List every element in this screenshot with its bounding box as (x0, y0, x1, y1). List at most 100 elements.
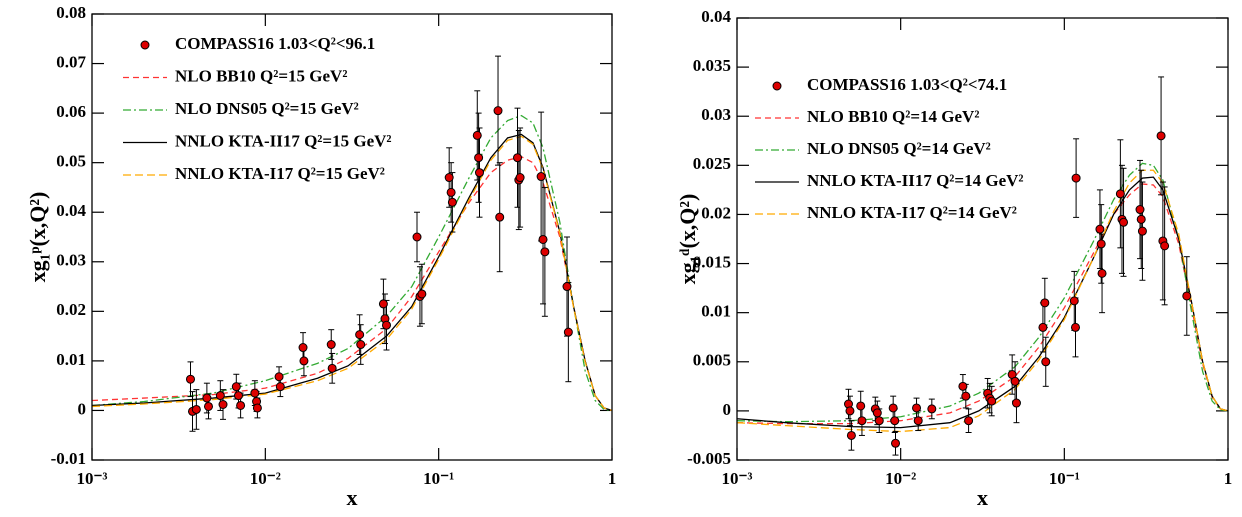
data-point (846, 430, 856, 440)
y-tick-label: 0.03 (701, 105, 731, 124)
data-point (1136, 214, 1146, 224)
x-tick-label: 10⁻¹ (423, 469, 454, 488)
data-point (355, 330, 365, 340)
x-tick-label: 10⁻² (885, 469, 916, 488)
x-tick-label: 10⁻³ (721, 469, 752, 488)
data-point (495, 212, 505, 222)
data-point (250, 388, 260, 398)
panel: -0.005 0 0.005 0.01 0.015 0.02 0.025 0.03 0.035 0… (675, 7, 1232, 510)
data-point (1137, 226, 1147, 236)
data-point (1038, 322, 1048, 332)
data-point (474, 153, 484, 163)
data-point (493, 106, 503, 116)
x-tick-label: 1 (608, 469, 617, 488)
data-point (1041, 357, 1051, 367)
data-point (203, 401, 213, 411)
plot-area (92, 55, 612, 432)
y-tick-label: -0.005 (687, 449, 731, 468)
data-point (1040, 298, 1050, 308)
y-tick-label: 0 (723, 400, 732, 419)
y-tick-label: 0.01 (701, 302, 731, 321)
data-point (1119, 217, 1129, 227)
x-tick-label: 10⁻¹ (1049, 469, 1080, 488)
curve (92, 114, 612, 412)
data-point (218, 399, 228, 409)
data-point (215, 391, 225, 401)
data-point (857, 416, 867, 426)
x-axis-label: x (977, 485, 988, 510)
data-point (446, 187, 456, 197)
data-point (356, 340, 366, 350)
data-point (540, 247, 550, 257)
legend-label: NNLO KTA-II17 Q²=15 GeV² (175, 131, 391, 150)
legend-label: NNLO KTA-II17 Q²=14 GeV² (807, 171, 1023, 190)
data-point (845, 406, 855, 416)
data-point (298, 343, 308, 353)
legend-label: NLO BB10 Q²=14 GeV² (807, 107, 979, 126)
y-axis-label: xg₁ᵈ(x,Q²) (675, 194, 700, 285)
data-point (381, 320, 391, 330)
data-point (562, 282, 572, 292)
plot-frame (736, 17, 1229, 461)
data-point (1095, 224, 1105, 234)
plot-frame (91, 13, 613, 461)
plot-area (737, 76, 1228, 456)
data-point (447, 197, 457, 207)
data-point (1115, 189, 1125, 199)
y-tick-label: 0.08 (56, 3, 86, 22)
legend-label: NLO BB10 Q²=15 GeV² (175, 66, 347, 85)
data-point (1011, 398, 1021, 408)
y-tick-label: 0.03 (56, 251, 86, 270)
y-tick-label: 0.005 (693, 351, 731, 370)
data-point (252, 403, 262, 413)
y-tick-label: 0.015 (693, 252, 731, 271)
data-point (327, 363, 337, 373)
legend-marker (140, 40, 150, 50)
data-point (563, 327, 573, 337)
data-point (233, 391, 243, 401)
legend-label: NNLO KTA-I17 Q²=14 GeV² (807, 203, 1017, 222)
data-point (1160, 241, 1170, 251)
data-point (888, 403, 898, 413)
data-point (538, 234, 548, 244)
x-tick-label: 1 (1224, 469, 1233, 488)
data-point (299, 356, 309, 366)
data-point (987, 396, 997, 406)
data-point (1156, 131, 1166, 141)
y-tick-label: 0.025 (693, 154, 731, 173)
data-point (185, 374, 195, 384)
data-point (890, 416, 900, 426)
legend-label: NLO DNS05 Q²=15 GeV² (175, 99, 359, 118)
data-point (964, 416, 974, 426)
legend: COMPASS16 1.03<Q²<74.1 NLO BB10 Q²=14 GeV… (755, 75, 1023, 222)
legend-label: COMPASS16 1.03<Q²<96.1 (175, 34, 375, 53)
data-point (1070, 322, 1080, 332)
data-point (891, 438, 901, 448)
data-point (472, 130, 482, 140)
curve (92, 135, 612, 412)
data-point (856, 401, 866, 411)
data-point (1182, 291, 1192, 301)
data-point (515, 173, 525, 183)
x-tick-label: 10⁻³ (76, 469, 107, 488)
curve (92, 156, 612, 412)
data-point (274, 372, 284, 382)
data-point (1071, 173, 1081, 183)
data-point (874, 416, 884, 426)
legend-label: NNLO KTA-I17 Q²=15 GeV² (175, 164, 385, 183)
x-axis-label: x (347, 485, 358, 510)
data-point (444, 173, 454, 183)
y-tick-label: 0.02 (701, 203, 731, 222)
y-tick-label: 0.01 (56, 350, 86, 369)
y-tick-label: 0.04 (701, 7, 731, 26)
data-point (326, 340, 336, 350)
data-point (231, 382, 241, 392)
data-point (191, 404, 201, 414)
data-point (417, 289, 427, 299)
curve (737, 162, 1228, 423)
y-tick-label: -0.01 (51, 449, 86, 468)
data-point (927, 404, 937, 414)
data-point (536, 172, 546, 182)
data-point (474, 168, 484, 178)
